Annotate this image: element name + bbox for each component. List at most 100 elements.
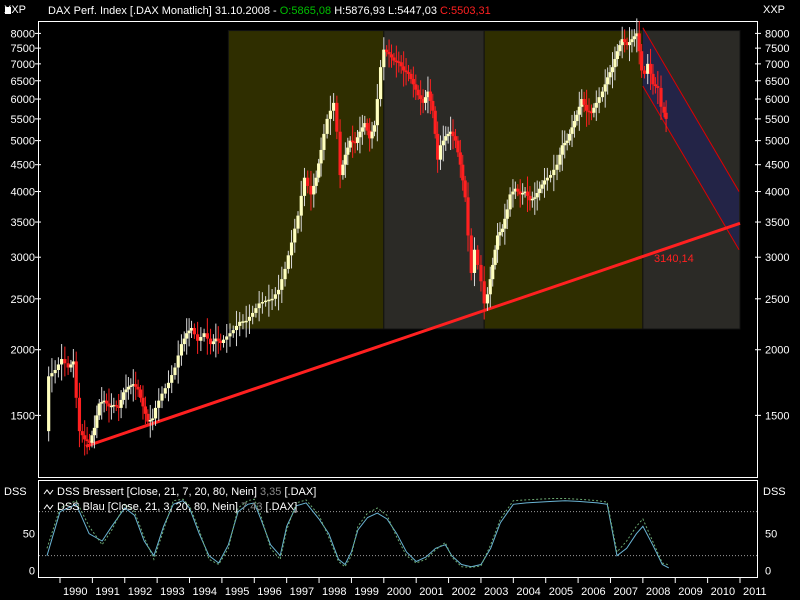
candle-body [257, 303, 261, 309]
candle-body [95, 415, 99, 428]
candle-body [448, 131, 453, 134]
price-tick-label: 3000 [765, 252, 789, 264]
indicator-lines [46, 498, 670, 569]
price-tick-label: 1500 [11, 410, 35, 422]
time-axis: 1990 1991 1992 1993 1994 1995 1996 1997 1998 1999… [59, 578, 767, 598]
candle-body [505, 209, 509, 219]
candle-body [491, 264, 495, 280]
candle-body [594, 102, 598, 108]
downtrend-channel-fill [642, 27, 740, 250]
candle-body [134, 384, 138, 387]
price-tick-label: 6500 [11, 76, 35, 88]
downtrend-channel-line-2 [642, 85, 740, 250]
candle-body [469, 235, 473, 273]
indicator-legend-2-value: 7,43 [241, 501, 262, 513]
candle-body [343, 154, 347, 165]
price-panel-border [38, 21, 758, 478]
year-label: 2008 [646, 586, 670, 598]
candle-body [202, 333, 206, 337]
price-tick-label: 8000 [11, 28, 35, 40]
candle-body [500, 228, 505, 233]
candle-body [77, 397, 82, 432]
candle-body [493, 249, 497, 265]
candle-body [231, 330, 235, 334]
candle-body [488, 279, 492, 295]
candle-body [414, 84, 418, 90]
candle-body [580, 99, 584, 107]
year-label: 1997 [290, 586, 314, 598]
candle-body [107, 403, 111, 407]
candle-body [426, 91, 430, 98]
candle-body [627, 42, 632, 46]
year-label: 2005 [549, 586, 573, 598]
candle-body [112, 404, 116, 407]
candle-body [463, 180, 467, 198]
candle-body [421, 99, 425, 103]
candle-body [83, 435, 87, 440]
candle-body [63, 359, 67, 364]
candle-body [503, 218, 507, 229]
candle-body [117, 406, 121, 408]
candle-body [131, 384, 135, 386]
candle-body [610, 67, 615, 73]
candle-body [225, 336, 229, 340]
candle-body [444, 136, 448, 141]
candle-body [567, 133, 572, 141]
chart-title: DAX Perf. Index [.DAX Monatlich] 31.10.2… [48, 5, 277, 17]
candle-body [433, 110, 437, 134]
high-value: H:5876,93 [334, 5, 385, 17]
candle-body [508, 194, 512, 210]
price-tick-label: 6000 [11, 94, 35, 106]
candle-body [102, 400, 106, 403]
candle-body [525, 191, 530, 196]
candle-body [565, 140, 569, 143]
candle-body [346, 147, 350, 155]
close-value: C:5503,31 [440, 5, 491, 17]
candle-body [104, 400, 109, 404]
candle-body [511, 191, 515, 195]
candle-body [589, 111, 594, 114]
chart-menu-icon[interactable] [5, 7, 11, 14]
candle-body [406, 72, 411, 74]
candle-body [530, 198, 534, 201]
candle-body [312, 185, 316, 195]
candle-body [136, 386, 140, 390]
candle-body [160, 393, 164, 401]
candle-body [385, 49, 389, 52]
candle-body [563, 142, 567, 146]
candle-body [173, 367, 177, 376]
candle-body [552, 169, 556, 176]
candle-body [402, 66, 406, 71]
long-term-trendline [85, 221, 741, 448]
candle-body [453, 136, 458, 141]
candle-body [662, 106, 666, 113]
phase-box-2 [383, 30, 485, 330]
candle-body [446, 133, 450, 137]
candle-body [653, 84, 658, 87]
indicator-axis: 50 50 0 0 [23, 529, 778, 578]
candle-body [302, 177, 307, 196]
candle-body [56, 364, 60, 370]
candle-body [100, 402, 104, 404]
candle-body [251, 312, 255, 317]
candle-body [479, 264, 483, 282]
candle-body [153, 407, 158, 419]
candle-body [387, 51, 391, 55]
candle-body [221, 339, 226, 343]
candle-body [143, 406, 148, 414]
indicator-tick-label: 50 [23, 529, 35, 541]
candle-body [651, 73, 655, 85]
price-tick-label: 3500 [765, 217, 789, 229]
candle-body [353, 141, 357, 144]
candle-body [322, 133, 326, 150]
price-tick-label: 5000 [11, 136, 35, 148]
candle-body [382, 49, 386, 68]
candle-body [170, 375, 174, 383]
candle-body [60, 359, 64, 365]
candle-body [485, 294, 490, 304]
candle-body [189, 327, 194, 331]
candle-body [542, 180, 547, 185]
candle-body [280, 279, 284, 290]
phase-box-3 [483, 30, 644, 330]
candle-body [363, 123, 367, 128]
